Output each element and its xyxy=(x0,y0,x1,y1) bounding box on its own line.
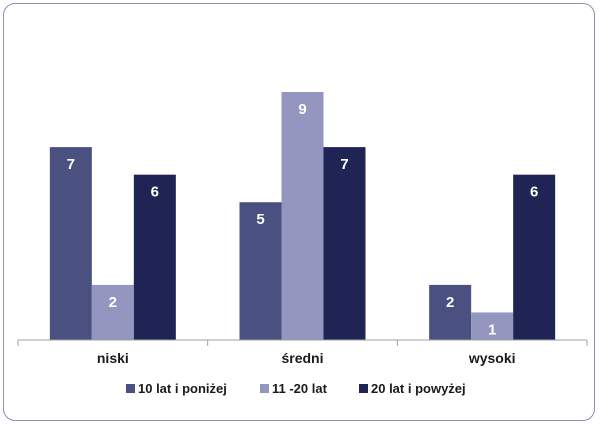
data-label: 9 xyxy=(298,101,306,118)
data-label: 7 xyxy=(67,156,75,173)
legend-swatch xyxy=(260,384,269,393)
legend-swatch xyxy=(359,384,368,393)
data-label: 5 xyxy=(256,211,264,228)
x-tick-label: wysoki xyxy=(468,350,516,366)
legend-label: 10 lat i poniżej xyxy=(138,381,227,396)
bar-średni-series-2 xyxy=(281,92,324,340)
x-tick-label: średni xyxy=(281,350,323,366)
legend: 10 lat i poniżej 11 -20 lat 20 lat i powyż… xyxy=(126,381,466,396)
legend-swatch xyxy=(126,384,135,393)
data-label: 1 xyxy=(488,321,496,338)
data-label: 2 xyxy=(446,294,454,311)
x-axis: niski średni wysoki xyxy=(17,339,588,366)
legend-label: 20 lat i powyżej xyxy=(371,381,466,396)
bar-średni-series-1 xyxy=(239,202,282,340)
bars-group: 7 2 6 5 9 7 2 1 6 xyxy=(49,92,556,340)
legend-label: 11 -20 lat xyxy=(272,381,328,396)
x-tick-label: niski xyxy=(97,350,129,366)
data-label: 6 xyxy=(530,184,538,201)
bar-niski-series-3 xyxy=(133,174,176,340)
data-label: 6 xyxy=(151,184,159,201)
bar-wysoki-series-2 xyxy=(471,312,514,340)
bar-wysoki-series-1 xyxy=(429,284,472,340)
bar-niski-series-2 xyxy=(91,284,134,340)
data-label: 2 xyxy=(109,294,117,311)
bar-niski-series-1 xyxy=(49,147,92,340)
bar-wysoki-series-3 xyxy=(513,174,556,340)
data-label: 7 xyxy=(340,156,348,173)
bar-średni-series-3 xyxy=(323,147,366,340)
